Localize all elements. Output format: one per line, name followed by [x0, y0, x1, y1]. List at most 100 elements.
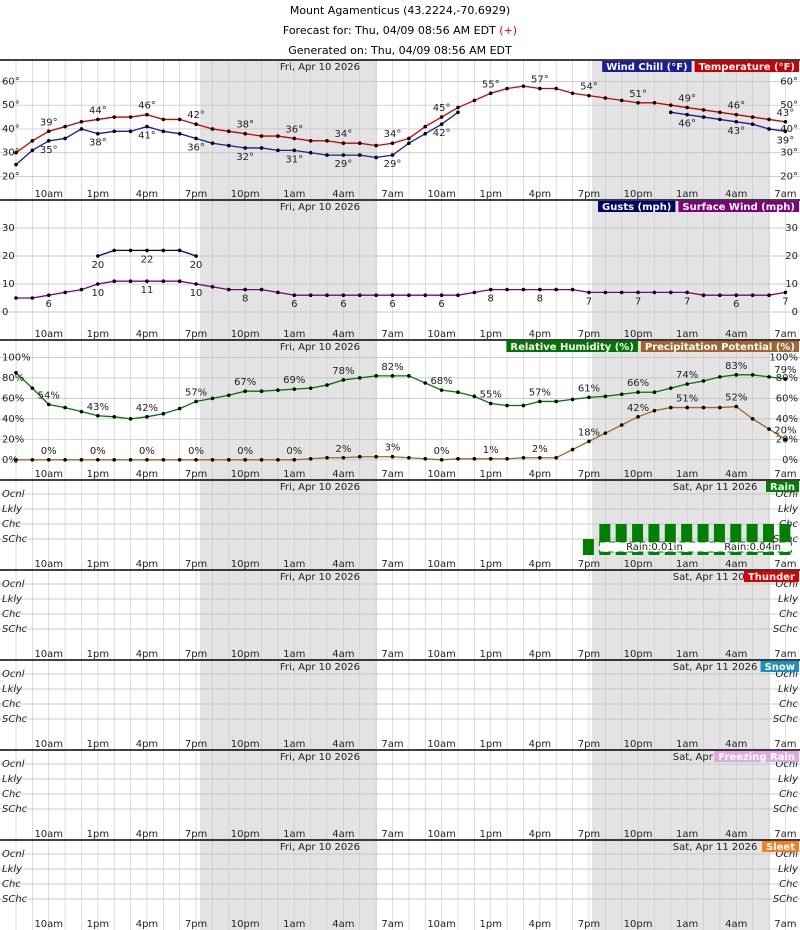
x-tick-label: 4am — [332, 919, 354, 930]
y-tick-label: 20 — [2, 251, 15, 262]
y-tick-label: 30° — [780, 148, 798, 159]
level-label: Ocnl — [776, 489, 799, 500]
value-label: 29° — [384, 159, 402, 170]
value-label: 42% — [627, 403, 649, 414]
x-tick-label: 10am — [427, 739, 456, 750]
data-point — [325, 383, 329, 387]
data-point — [374, 374, 378, 378]
data-point — [488, 287, 493, 292]
x-tick-label: 1am — [676, 469, 698, 480]
value-label: 0% — [139, 446, 155, 457]
series-line — [16, 405, 786, 461]
level-label: SChc — [2, 714, 28, 725]
data-point — [128, 248, 133, 253]
series-line — [670, 111, 786, 132]
data-point — [210, 127, 215, 131]
value-label: 61% — [578, 383, 600, 394]
legend-box — [598, 201, 676, 212]
data-point — [14, 162, 18, 167]
data-point — [505, 403, 509, 408]
data-point — [30, 386, 35, 390]
chance-bar — [763, 524, 775, 555]
data-point — [587, 93, 591, 98]
x-tick-label: 10am — [34, 649, 63, 660]
data-point — [570, 397, 575, 402]
value-label: 0% — [434, 446, 450, 457]
y-tick-label: 0 — [2, 307, 8, 318]
chance-bar — [664, 524, 676, 555]
data-point — [292, 148, 297, 153]
value-label: 6 — [389, 299, 395, 310]
data-point — [243, 458, 247, 462]
data-point — [308, 150, 313, 155]
value-label: 18% — [578, 427, 600, 438]
value-label: 42° — [433, 128, 451, 139]
x-tick-label: 10am — [34, 469, 63, 480]
chance-bar — [779, 524, 791, 555]
data-point — [407, 374, 411, 378]
data-point — [407, 136, 411, 141]
x-tick-label: 10pm — [624, 559, 653, 570]
x-tick-label: 7pm — [578, 329, 600, 340]
data-point — [210, 285, 215, 289]
x-tick-label: 7pm — [185, 829, 207, 840]
data-point — [194, 136, 198, 141]
value-label: 7 — [635, 296, 641, 307]
x-tick-label: 10pm — [624, 829, 653, 840]
date-label: Sat, Apr 11 2026 — [673, 572, 758, 583]
data-point — [783, 437, 788, 442]
y-tick-label: 10 — [785, 279, 798, 290]
y-tick-label: 0% — [2, 455, 18, 466]
data-point — [390, 374, 395, 378]
data-point — [46, 402, 51, 407]
data-point — [587, 290, 591, 295]
date-label: Fri, Apr 10 2026 — [280, 662, 360, 673]
data-point — [521, 455, 526, 460]
x-tick-label: 7am — [774, 559, 796, 570]
x-tick-label: 7am — [381, 559, 403, 570]
x-tick-label: 4pm — [529, 739, 551, 750]
level-label: Ocnl — [776, 669, 799, 680]
data-point — [46, 293, 51, 298]
x-tick-label: 7pm — [185, 329, 207, 340]
data-point — [603, 96, 608, 100]
x-tick-label: 10pm — [231, 469, 260, 480]
data-point — [521, 403, 526, 408]
data-point — [718, 293, 722, 298]
value-label: 2% — [532, 444, 548, 455]
x-tick-label: 1pm — [87, 919, 109, 930]
level-label: Chc — [2, 789, 21, 800]
y-tick-label: 100% — [2, 352, 31, 363]
x-tick-label: 4am — [725, 919, 747, 930]
forecast-mark: (+) — [499, 24, 517, 37]
x-tick-label: 7am — [774, 919, 796, 930]
data-point — [701, 405, 706, 410]
data-point — [538, 86, 542, 91]
data-point — [112, 279, 117, 284]
value-label: 3% — [385, 443, 401, 454]
data-point — [259, 458, 264, 462]
data-point — [636, 100, 640, 105]
x-tick-label: 4pm — [136, 329, 158, 340]
x-tick-label: 10pm — [624, 469, 653, 480]
x-tick-label: 10pm — [624, 329, 653, 340]
legend-label: Relative Humidity (%) — [510, 342, 634, 353]
y-tick-label: 30 — [2, 223, 15, 234]
level-label: Chc — [779, 609, 798, 620]
value-label: 0% — [41, 446, 57, 457]
data-point — [112, 458, 117, 462]
data-point — [767, 375, 771, 379]
data-point — [145, 279, 149, 284]
value-label: 0% — [286, 446, 302, 457]
value-label: 10 — [91, 288, 104, 299]
data-point — [243, 146, 247, 150]
date-label: Fri, Apr 10 2026 — [280, 572, 360, 583]
data-point — [63, 458, 67, 462]
date-label: Fri, Apr 10 2026 — [280, 752, 360, 763]
data-point — [685, 290, 689, 295]
data-point — [685, 405, 689, 410]
data-point — [374, 143, 378, 148]
data-point — [439, 293, 444, 298]
x-tick-label: 1am — [283, 329, 305, 340]
value-label: 11 — [141, 285, 154, 296]
